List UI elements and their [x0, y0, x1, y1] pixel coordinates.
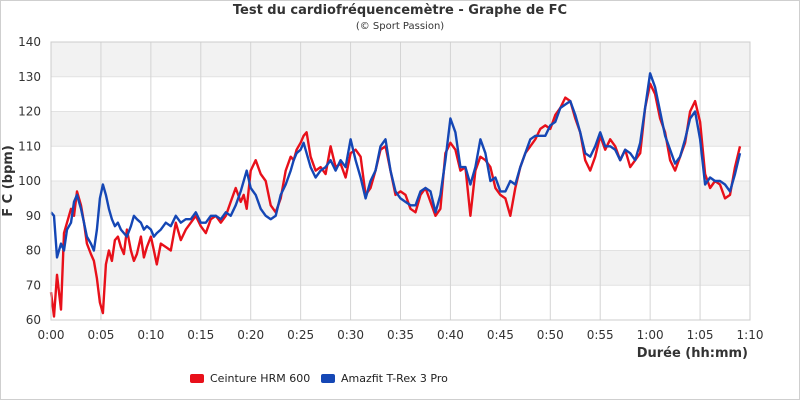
x-tick-label: 0:40	[437, 328, 464, 342]
series-line-1	[50, 72, 742, 259]
x-tick-label: 1:00	[637, 328, 664, 342]
x-tick-label: 0:20	[237, 328, 264, 342]
series-layer	[49, 72, 742, 318]
x-tick-label: 1:10	[737, 328, 764, 342]
y-axis-label: F C (bpm)	[1, 145, 16, 217]
y-tick-label: 70	[26, 278, 41, 292]
x-tick-label: 0:55	[587, 328, 614, 342]
x-axis-label: Durée (hh:mm)	[637, 346, 748, 361]
y-tick-label: 90	[26, 209, 41, 223]
x-tick-label: 0:15	[187, 328, 214, 342]
chart-title: Test du cardiofréquencemètre - Graphe de…	[232, 3, 568, 18]
legend-swatch-series-1	[321, 374, 335, 383]
axes: 60 70 80 90 100 110 120 130 140 0:00 0:05 0:10 0:15 0…	[18, 35, 763, 342]
y-tick-label: 140	[18, 35, 41, 49]
x-tick-label: 0:30	[337, 328, 364, 342]
x-tick-label: 0:35	[387, 328, 414, 342]
y-tick-label: 110	[18, 139, 41, 153]
chart-subtitle: (© Sport Passion)	[355, 21, 445, 32]
y-tick-label: 80	[26, 244, 41, 258]
x-tick-label: 1:05	[687, 328, 714, 342]
legend-label-series-0: Ceinture HRM 600	[210, 372, 311, 385]
legend-swatch-series-0	[190, 374, 204, 383]
y-tick-label: 130	[18, 70, 41, 84]
x-tick-label: 0:50	[537, 328, 564, 342]
legend-item-series-0: Ceinture HRM 600	[190, 372, 310, 385]
legend-item-series-1: Amazfit T-Rex 3 Pro	[321, 372, 448, 385]
y-tick-label: 100	[18, 174, 41, 188]
y-tick-label: 120	[18, 105, 41, 119]
x-tick-label: 0:25	[287, 328, 314, 342]
y-tick-label: 60	[26, 313, 41, 327]
x-tick-label: 0:45	[487, 328, 514, 342]
series-line-0	[49, 82, 742, 318]
x-tick-label: 0:00	[38, 328, 65, 342]
x-tick-label: 0:05	[87, 328, 114, 342]
x-tick-label: 0:10	[137, 328, 164, 342]
plot-border	[50, 41, 751, 321]
legend-label-series-1: Amazfit T-Rex 3 Pro	[341, 372, 448, 385]
